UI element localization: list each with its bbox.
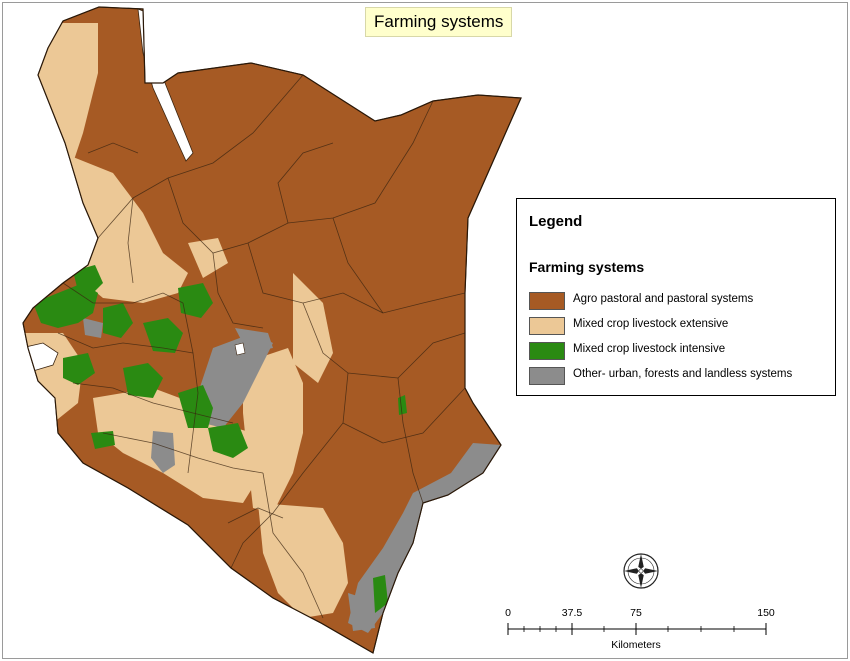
kenya-map xyxy=(22,6,522,654)
extensive-zones xyxy=(23,23,348,618)
legend-swatch-pastoral xyxy=(529,292,565,310)
legend-swatch-other xyxy=(529,367,565,385)
legend-swatch-extensive xyxy=(529,317,565,335)
scale-bar: 0 37.5 75 150 Kilometers xyxy=(498,607,788,653)
small-lake xyxy=(234,342,246,356)
scale-tick-label: 75 xyxy=(630,607,642,619)
legend-swatch-intensive xyxy=(529,342,565,360)
legend-label: Other- urban, forests and landless syste… xyxy=(573,368,793,380)
scale-unit-label: Kilometers xyxy=(611,639,661,651)
scale-tick-label: 150 xyxy=(757,607,775,619)
legend-label: Mixed crop livestock intensive xyxy=(573,343,726,355)
map-title: Farming systems xyxy=(365,7,513,37)
legend-panel: Legend Farming systems Agro pastoral and… xyxy=(516,198,836,396)
scale-tick-label: 37.5 xyxy=(561,607,583,619)
other-zones xyxy=(83,318,501,633)
compass-rose-icon xyxy=(623,553,659,589)
scale-bar-graphic xyxy=(507,623,767,635)
legend-label: Agro pastoral and pastoral systems xyxy=(573,293,754,305)
scale-tick-label: 0 xyxy=(505,607,511,619)
intensive-zones xyxy=(33,265,407,613)
district-boundaries xyxy=(57,74,466,619)
legend-title: Legend xyxy=(529,213,583,230)
legend-label: Mixed crop livestock extensive xyxy=(573,318,729,330)
legend-subtitle: Farming systems xyxy=(529,259,645,275)
